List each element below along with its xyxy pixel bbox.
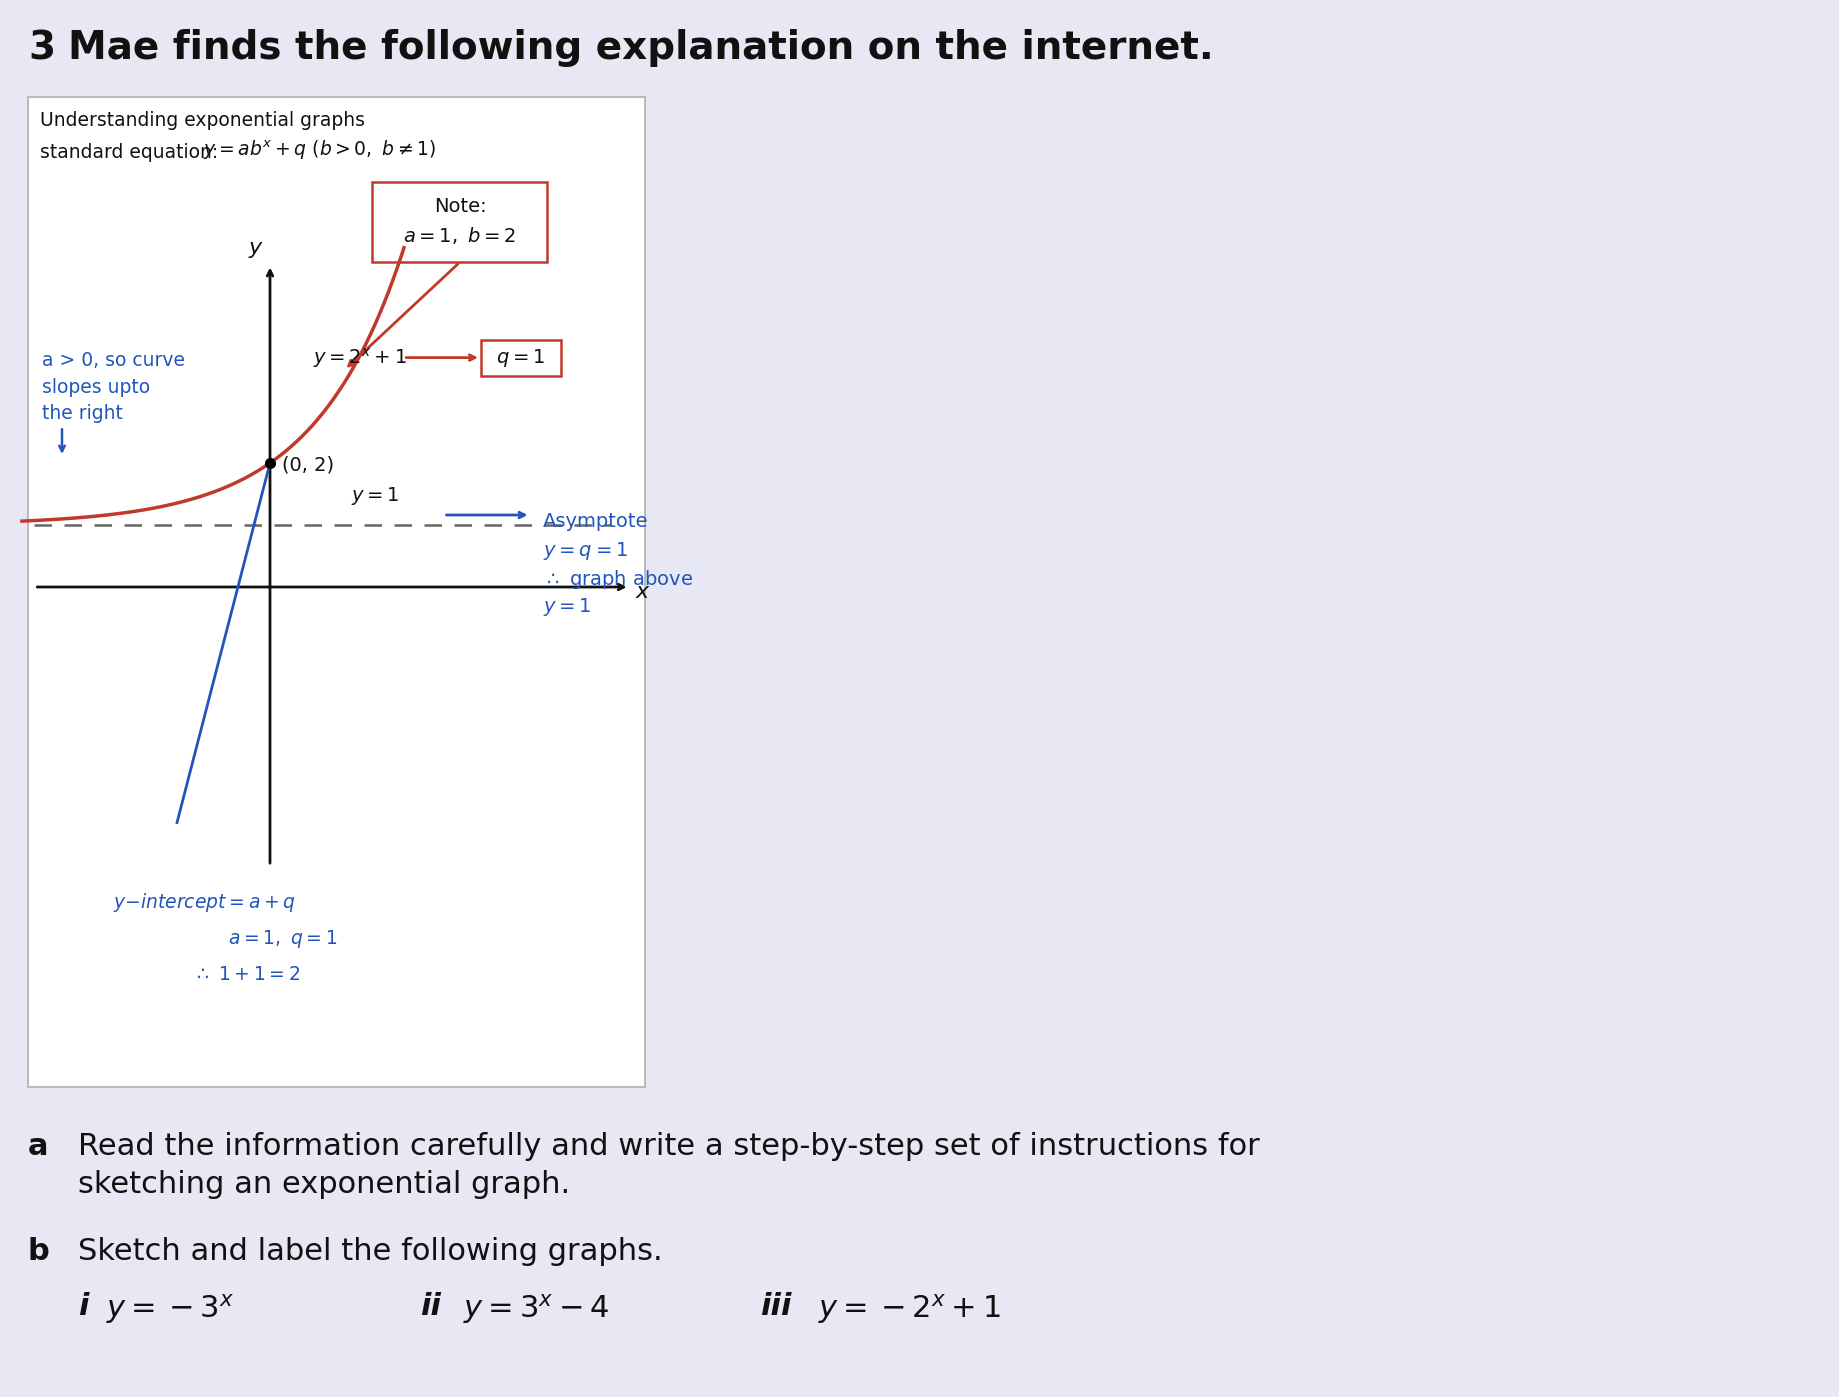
Text: a: a: [28, 1132, 48, 1161]
Text: $y = ab^x + q\ (b > 0,\ b \neq 1)$: $y = ab^x + q\ (b > 0,\ b \neq 1)$: [202, 138, 436, 162]
Text: $a = 1,\ b = 2$: $a = 1,\ b = 2$: [403, 225, 517, 246]
Text: $y = -2^x + 1$: $y = -2^x + 1$: [818, 1292, 1000, 1326]
Text: $q = 1$: $q = 1$: [497, 346, 546, 369]
Text: sketching an exponential graph.: sketching an exponential graph.: [77, 1171, 570, 1199]
Text: iii: iii: [760, 1292, 791, 1322]
Text: 3: 3: [28, 29, 55, 67]
Text: $y = -3^x$: $y = -3^x$: [107, 1292, 234, 1326]
Text: $\therefore\ 1 + 1 = 2$: $\therefore\ 1 + 1 = 2$: [193, 965, 300, 985]
Text: Mae finds the following explanation on the internet.: Mae finds the following explanation on t…: [68, 29, 1214, 67]
Text: Understanding exponential graphs: Understanding exponential graphs: [40, 110, 364, 130]
Text: Asymptote: Asymptote: [543, 511, 649, 531]
Bar: [373, 182, 548, 263]
Text: b: b: [28, 1236, 50, 1266]
Text: i: i: [77, 1292, 88, 1322]
Text: a > 0, so curve
slopes upto
the right: a > 0, so curve slopes upto the right: [42, 352, 186, 423]
Text: ii: ii: [419, 1292, 441, 1322]
Bar: [28, 96, 645, 1087]
Text: $\therefore$ graph above: $\therefore$ graph above: [543, 569, 693, 591]
Text: (0, 2): (0, 2): [281, 455, 335, 475]
Text: $y = 1$: $y = 1$: [543, 597, 592, 617]
Text: Read the information carefully and write a step-by-step set of instructions for: Read the information carefully and write…: [77, 1132, 1260, 1161]
Text: $a = 1,\ q = 1$: $a = 1,\ q = 1$: [228, 928, 337, 950]
Text: $y = q = 1$: $y = q = 1$: [543, 541, 627, 562]
Bar: [480, 339, 561, 376]
Text: $y = 2^x + 1$: $y = 2^x + 1$: [313, 345, 406, 370]
Text: Note:: Note:: [434, 197, 485, 215]
Text: Sketch and label the following graphs.: Sketch and label the following graphs.: [77, 1236, 662, 1266]
Text: x: x: [636, 583, 649, 602]
Text: $y = 3^x - 4$: $y = 3^x - 4$: [463, 1292, 609, 1326]
Text: $y\mathregular{-intercept} = a + q$: $y\mathregular{-intercept} = a + q$: [112, 890, 296, 914]
Text: standard equation:: standard equation:: [40, 142, 230, 162]
Text: $y = 1$: $y = 1$: [351, 485, 399, 507]
Text: y: y: [248, 239, 261, 258]
